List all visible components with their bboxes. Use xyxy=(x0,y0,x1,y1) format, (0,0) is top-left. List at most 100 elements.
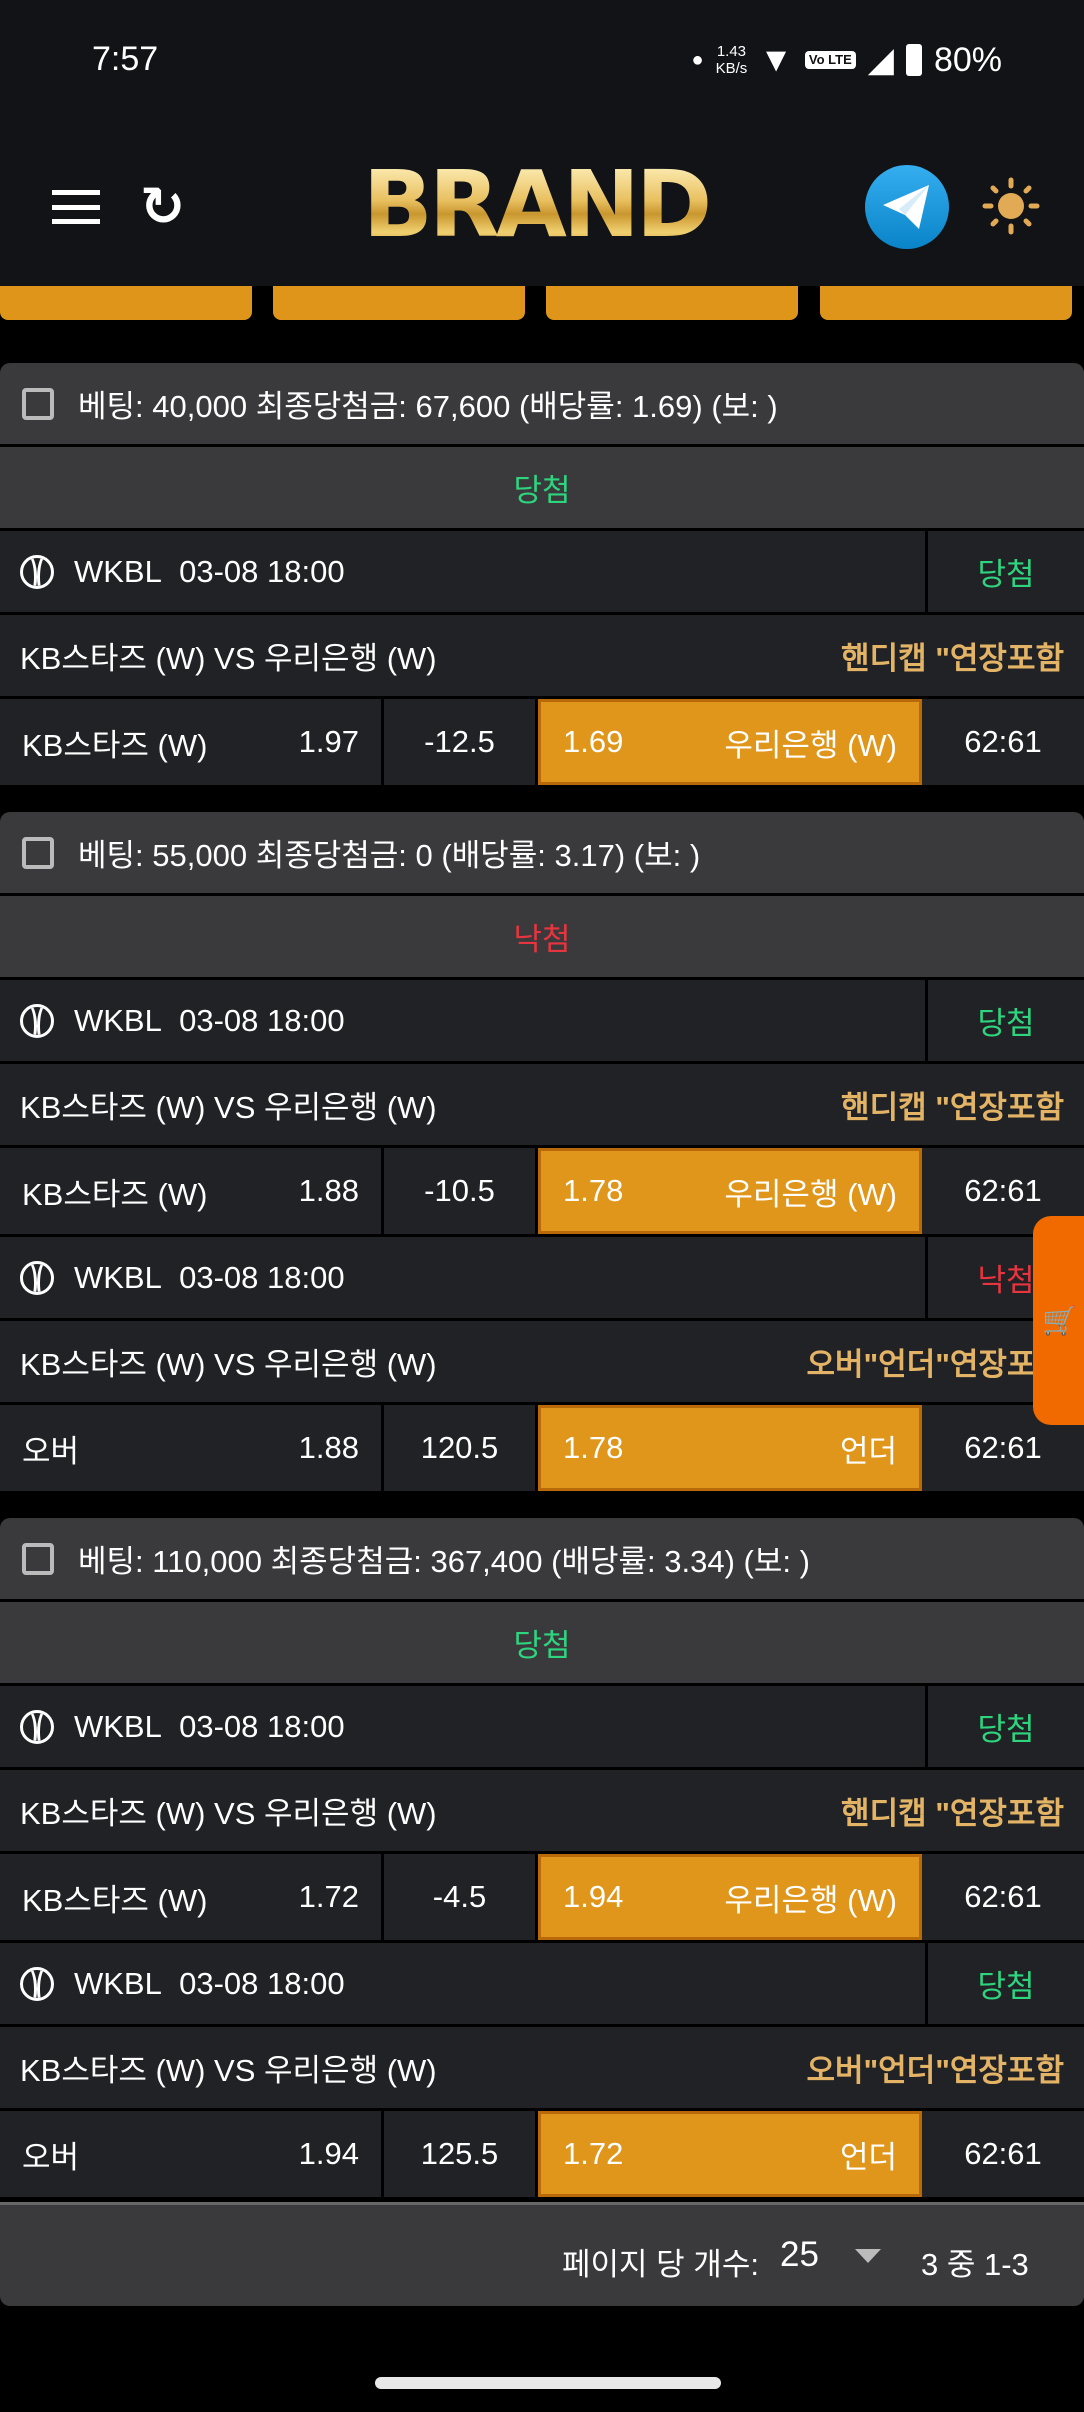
league: WKBL xyxy=(74,1259,162,1295)
refresh-icon[interactable]: ↻ xyxy=(140,177,186,237)
league: WKBL xyxy=(74,1708,162,1744)
bet-summary-row: 베팅: 110,000 최종당첨금: 367,400 (배당률: 3.34) (… xyxy=(0,1518,1084,1599)
match-teams: KB스타즈 (W) VS 우리은행 (W) xyxy=(20,641,437,676)
market-type: 핸디캡 "연장포함 xyxy=(841,1796,1064,1831)
league: WKBL xyxy=(74,553,162,589)
away-odds: 1.72 xyxy=(563,2136,624,2171)
final-score: 62:61 xyxy=(964,724,1042,759)
match-teams: KB스타즈 (W) VS 우리은행 (W) xyxy=(20,2053,437,2088)
home-indicator[interactable] xyxy=(375,2377,721,2389)
cart-button[interactable]: 🛒 xyxy=(1033,1216,1084,1425)
away-pick-selected[interactable]: 1.78 우리은행 (W) xyxy=(538,1148,922,1234)
status-bar: 7:57 ● 1.43 KB/s ▼ Vo LTE ◢ 80% xyxy=(0,36,1084,86)
sun-icon[interactable] xyxy=(982,177,1040,235)
bet-summary: 베팅: 40,000 최종당첨금: 67,600 (배당률: 1.69) (보:… xyxy=(78,389,778,424)
final-score: 62:61 xyxy=(964,1430,1042,1465)
leg-odds-row: KB스타즈 (W) 1.88 -10.5 1.78 우리은행 (W) 62:61 xyxy=(0,1148,1084,1234)
bet-checkbox[interactable] xyxy=(22,387,54,420)
home-pick[interactable]: 오버 1.94 xyxy=(0,2111,384,2197)
final-score: 62:61 xyxy=(964,1173,1042,1208)
away-pick-selected[interactable]: 1.78 언더 xyxy=(538,1405,922,1491)
per-page-label: 페이지 당 개수: xyxy=(562,2247,759,2282)
market-type: 핸디캡 "연장포함 xyxy=(841,1090,1064,1125)
home-odds: 1.94 xyxy=(298,2136,359,2171)
leg-odds-row: 오버 1.94 125.5 1.72 언더 62:61 xyxy=(0,2111,1084,2197)
basketball-icon xyxy=(20,554,54,589)
leg-match-row: KB스타즈 (W) VS 우리은행 (W) 핸디캡 "연장포함 xyxy=(0,615,1084,696)
match-datetime: 03-08 18:00 xyxy=(179,1708,345,1744)
leg-result: 당첨 xyxy=(925,1686,1084,1767)
home-odds: 1.88 xyxy=(298,1430,359,1465)
leg-odds-row: KB스타즈 (W) 1.72 -4.5 1.94 우리은행 (W) 62:61 xyxy=(0,1854,1084,1940)
telegram-icon[interactable] xyxy=(865,165,949,249)
line-value: 120.5 xyxy=(384,1405,538,1491)
away-pick-selected[interactable]: 1.72 언더 xyxy=(538,2111,922,2197)
away-pick-selected[interactable]: 1.69 우리은행 (W) xyxy=(538,699,922,785)
per-page-select[interactable]: 25 xyxy=(780,2235,819,2274)
final-score: 62:61 xyxy=(964,2136,1042,2171)
home-odds: 1.97 xyxy=(298,724,359,759)
match-datetime: 03-08 18:00 xyxy=(179,553,345,589)
match-datetime: 03-08 18:00 xyxy=(179,1259,345,1295)
away-name: 우리은행 (W) xyxy=(724,727,897,763)
leg-odds-row: KB스타즈 (W) 1.97 -12.5 1.69 우리은행 (W) 62:61 xyxy=(0,699,1084,785)
volte-icon: Vo LTE xyxy=(804,51,856,69)
app-header-background: 7:57 ● 1.43 KB/s ▼ Vo LTE ◢ 80% ↻ BRAND xyxy=(0,0,1084,286)
away-odds: 1.69 xyxy=(563,724,624,759)
bet-status: 당첨 xyxy=(0,1602,1084,1683)
home-name: KB스타즈 (W) xyxy=(22,1882,208,1918)
away-odds: 1.78 xyxy=(563,1173,624,1208)
bet-summary: 베팅: 110,000 최종당첨금: 367,400 (배당률: 3.34) (… xyxy=(78,1544,810,1579)
home-name: 오버 xyxy=(22,2139,80,2175)
leg-result: 당첨 xyxy=(925,980,1084,1061)
home-odds: 1.72 xyxy=(298,1879,359,1914)
away-name: 우리은행 (W) xyxy=(724,1176,897,1212)
chevron-down-icon[interactable] xyxy=(855,2249,881,2263)
net-speed: 1.43 KB/s xyxy=(716,43,748,77)
away-odds: 1.94 xyxy=(563,1879,624,1914)
match-teams: KB스타즈 (W) VS 우리은행 (W) xyxy=(20,1796,437,1831)
bet-status: 낙첨 xyxy=(0,896,1084,977)
line-value: -4.5 xyxy=(384,1854,538,1940)
menu-icon[interactable] xyxy=(52,190,100,224)
bet-checkbox[interactable] xyxy=(22,1542,54,1575)
away-name: 우리은행 (W) xyxy=(724,1882,897,1918)
home-pick[interactable]: KB스타즈 (W) 1.72 xyxy=(0,1854,384,1940)
league: WKBL xyxy=(74,1965,162,2001)
leg-match-row: KB스타즈 (W) VS 우리은행 (W) 핸디캡 "연장포함 xyxy=(0,1064,1084,1145)
bet-card: 베팅: 55,000 최종당첨금: 0 (배당률: 3.17) (보: ) 낙첨… xyxy=(0,812,1084,1494)
leg-result: 낙첨 xyxy=(925,1237,1084,1318)
bet-summary: 베팅: 55,000 최종당첨금: 0 (배당률: 3.17) (보: ) xyxy=(78,838,701,873)
leg-game-row: WKBL 03-08 18:00 당첨 xyxy=(0,1943,1084,2024)
bet-checkbox[interactable] xyxy=(22,836,54,869)
battery-percent: 80% xyxy=(933,40,1002,79)
line-value: -10.5 xyxy=(384,1148,538,1234)
final-score: 62:61 xyxy=(964,1879,1042,1914)
basketball-icon xyxy=(20,1709,54,1744)
notification-dot-icon: ● xyxy=(691,48,704,71)
line-value: 125.5 xyxy=(384,2111,538,2197)
home-name: KB스타즈 (W) xyxy=(22,1176,208,1212)
signal-icon: ◢ xyxy=(867,41,894,79)
cart-icon: 🛒 xyxy=(1042,1305,1077,1336)
home-name: KB스타즈 (W) xyxy=(22,727,208,763)
net-speed-unit: KB/s xyxy=(715,60,748,77)
away-pick-selected[interactable]: 1.94 우리은행 (W) xyxy=(538,1854,922,1940)
home-pick[interactable]: KB스타즈 (W) 1.97 xyxy=(0,699,384,785)
market-type: 오버"언더"연장포함 xyxy=(806,2053,1064,2088)
league: WKBL xyxy=(74,1002,162,1038)
home-pick[interactable]: KB스타즈 (W) 1.88 xyxy=(0,1148,384,1234)
market-type: 오버"언더"연장포함 xyxy=(806,1347,1064,1382)
leg-match-row: KB스타즈 (W) VS 우리은행 (W) 오버"언더"연장포함 xyxy=(0,1321,1084,1402)
match-teams: KB스타즈 (W) VS 우리은행 (W) xyxy=(20,1090,437,1125)
home-pick[interactable]: 오버 1.88 xyxy=(0,1405,384,1491)
market-type: 핸디캡 "연장포함 xyxy=(841,641,1064,676)
app-header: ↻ BRAND xyxy=(0,159,1084,251)
leg-match-row: KB스타즈 (W) VS 우리은행 (W) 핸디캡 "연장포함 xyxy=(0,1770,1084,1851)
leg-result: 당첨 xyxy=(925,1943,1084,2024)
bet-card: 베팅: 110,000 최종당첨금: 367,400 (배당률: 3.34) (… xyxy=(0,1518,1084,2200)
home-odds: 1.88 xyxy=(298,1173,359,1208)
brand-logo[interactable]: BRAND xyxy=(343,159,728,251)
basketball-icon xyxy=(20,1003,54,1038)
away-name: 언더 xyxy=(839,2139,897,2175)
